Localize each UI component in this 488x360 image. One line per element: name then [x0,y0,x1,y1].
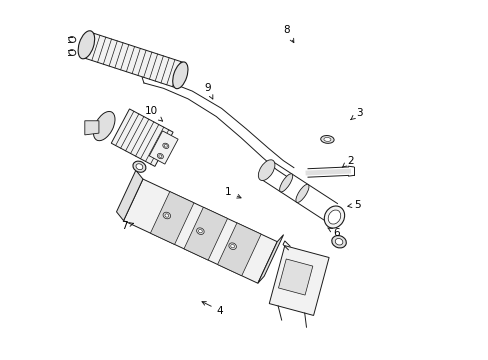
Ellipse shape [172,62,187,89]
Ellipse shape [157,153,163,159]
Ellipse shape [335,238,342,245]
Polygon shape [123,179,277,283]
Ellipse shape [163,212,170,219]
Ellipse shape [198,229,202,233]
Text: 3: 3 [350,108,362,120]
Text: 4: 4 [202,302,223,315]
Polygon shape [116,170,142,221]
Polygon shape [257,235,283,283]
Ellipse shape [230,244,234,248]
Ellipse shape [323,138,330,141]
Polygon shape [111,109,173,166]
Ellipse shape [93,112,115,141]
Ellipse shape [324,206,344,228]
Polygon shape [149,131,178,164]
Polygon shape [82,32,184,88]
Polygon shape [217,223,261,276]
Polygon shape [84,121,99,135]
Ellipse shape [133,161,145,172]
Ellipse shape [164,144,167,147]
Ellipse shape [163,143,168,148]
Ellipse shape [69,50,76,55]
Ellipse shape [279,174,292,192]
Text: 10: 10 [144,106,163,121]
Text: 8: 8 [283,25,293,42]
Text: 7: 7 [121,221,133,231]
Ellipse shape [69,37,76,42]
Ellipse shape [196,228,204,234]
Ellipse shape [136,164,142,170]
Polygon shape [269,246,328,315]
Polygon shape [278,259,312,295]
Ellipse shape [295,184,308,203]
Polygon shape [183,207,227,260]
Ellipse shape [331,235,346,248]
Ellipse shape [258,160,274,180]
Text: 1: 1 [225,187,241,198]
Ellipse shape [228,243,236,249]
Text: 9: 9 [203,83,212,99]
Text: 2: 2 [342,156,353,167]
Ellipse shape [159,155,162,157]
Ellipse shape [320,135,333,143]
Ellipse shape [164,214,168,217]
Polygon shape [150,192,194,244]
Ellipse shape [78,31,95,59]
Text: 6: 6 [327,228,339,238]
Text: 5: 5 [347,200,360,210]
Ellipse shape [327,210,340,224]
